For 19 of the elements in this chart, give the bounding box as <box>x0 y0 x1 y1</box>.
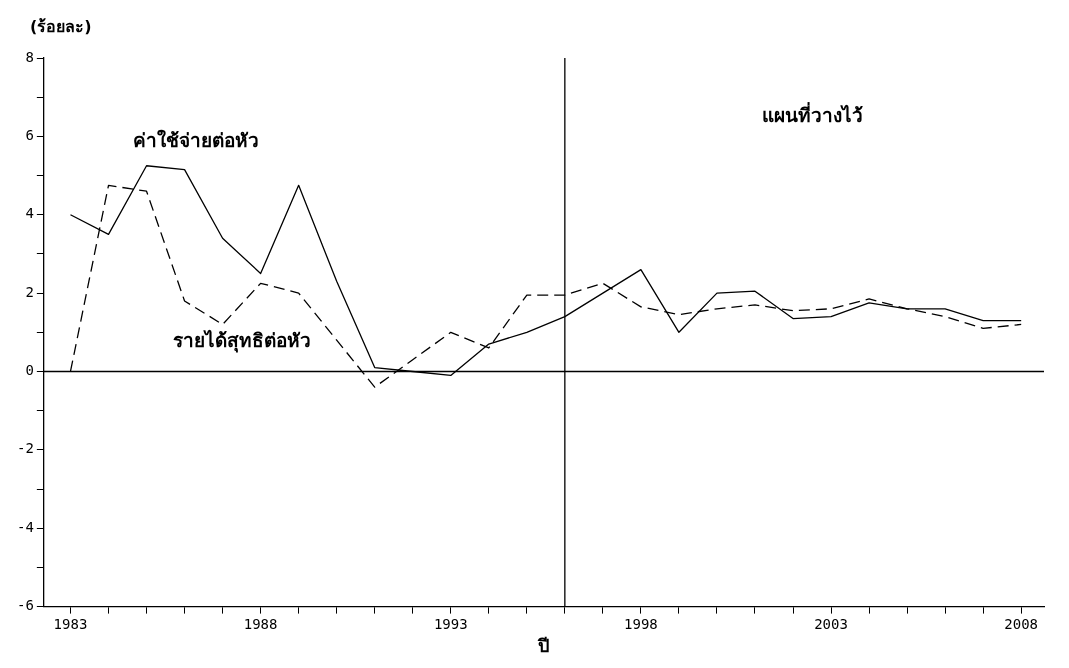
y-tick-label: 2 <box>25 283 34 300</box>
y-axis-title: (ร้อยละ) <box>30 17 92 37</box>
x-tick-label: 2008 <box>1004 615 1039 632</box>
y-tick-label: 6 <box>25 127 34 144</box>
x-tick-label: 2003 <box>814 615 848 632</box>
y-tick-label: 4 <box>25 205 34 222</box>
y-tick-label: 0 <box>25 362 34 379</box>
x-tick-label: 1983 <box>53 615 88 632</box>
y-tick-label: -2 <box>17 440 34 457</box>
y-tick-label: -6 <box>17 597 34 614</box>
x-tick-label: 1988 <box>243 615 278 632</box>
series-label: รายได้สุทธิต่อหัว <box>172 329 311 354</box>
annotation: แผนที่วางไว้ <box>761 101 863 126</box>
x-axis-title: ปี <box>537 634 550 656</box>
x-tick-label: 1993 <box>433 615 468 632</box>
series-label: ค่าใช้จ่ายต่อหัว <box>132 129 259 152</box>
y-tick-label: 8 <box>25 48 34 65</box>
y-tick-label: -4 <box>17 518 34 535</box>
x-tick-label: 1998 <box>624 615 658 632</box>
